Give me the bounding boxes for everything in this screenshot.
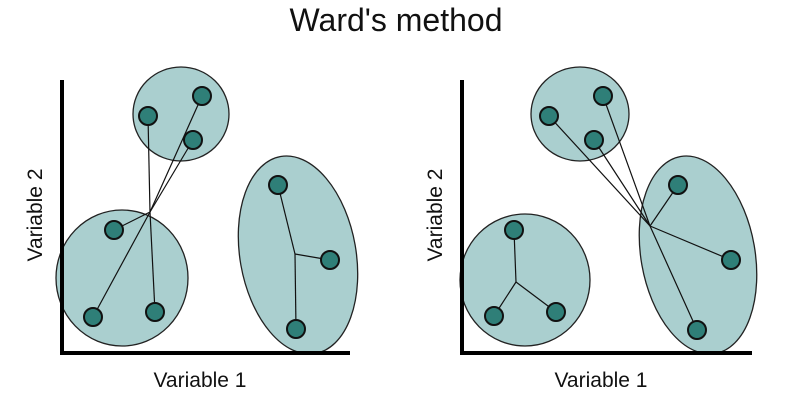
left-axes <box>60 80 350 355</box>
data-point <box>546 302 566 322</box>
data-point <box>484 306 504 326</box>
left-x-axis-label: Variable 1 <box>153 369 246 392</box>
link <box>593 139 651 227</box>
right-points <box>484 86 741 340</box>
data-point <box>192 86 212 106</box>
link <box>149 211 156 313</box>
data-point <box>145 302 165 322</box>
data-point <box>268 175 288 195</box>
data-point <box>83 307 103 327</box>
data-point <box>320 250 340 270</box>
data-point <box>183 130 203 150</box>
left-y-axis-label: Variable 2 <box>24 168 47 261</box>
data-point <box>104 220 124 240</box>
left-panel: Variable 1 Variable 2 <box>24 66 359 392</box>
data-point <box>584 130 604 150</box>
right-y-axis-label: Variable 2 <box>424 168 447 261</box>
right-axes <box>460 80 752 355</box>
right-x-axis-label: Variable 1 <box>554 369 647 392</box>
link <box>649 225 698 331</box>
data-point <box>539 106 559 126</box>
right-links <box>493 95 732 331</box>
link <box>92 211 151 318</box>
link <box>602 95 651 227</box>
data-point <box>286 319 306 339</box>
link <box>294 253 297 330</box>
data-point <box>138 106 158 126</box>
data-point <box>687 320 707 340</box>
data-point <box>504 220 524 240</box>
left-links <box>92 95 331 330</box>
left-points <box>83 86 340 339</box>
right-cluster-bottom-left <box>459 213 591 347</box>
link <box>649 225 732 261</box>
link <box>277 184 296 255</box>
data-point <box>668 175 688 195</box>
link <box>149 139 194 213</box>
link <box>147 115 151 213</box>
diagram-title: Ward's method <box>289 2 503 38</box>
data-point <box>593 86 613 106</box>
link <box>548 115 651 227</box>
right-panel: Variable 1 Variable 2 <box>424 66 758 392</box>
link <box>149 95 203 213</box>
data-point <box>721 250 741 270</box>
